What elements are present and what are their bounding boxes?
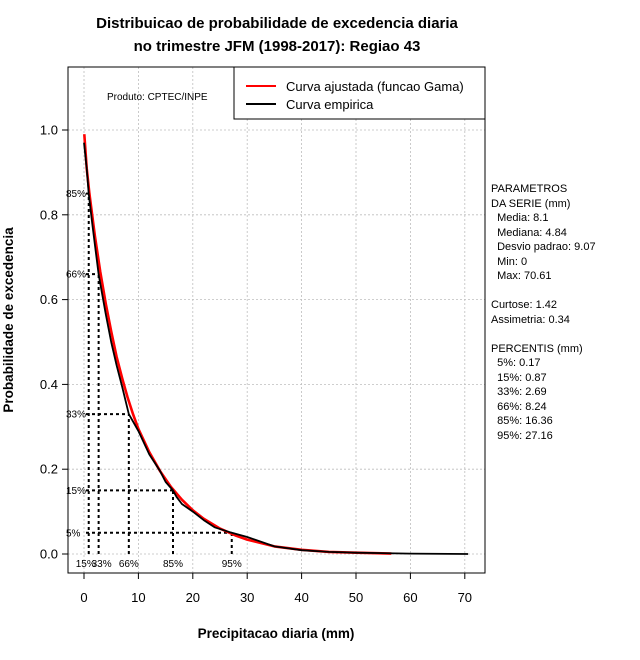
y-tick-label: 1.0	[40, 123, 58, 138]
axis-ticks: 0 10 20 30 40 50 60 70 0.0 0.2 0.4 0.6 0.8 1.0	[40, 123, 472, 606]
x-axis-label: Precipitacao diaria (mm)	[198, 626, 355, 641]
side-panel-line: Curtose: 1.42	[491, 299, 557, 311]
percentile-x-label: 85%	[163, 559, 183, 570]
x-tick-label: 20	[186, 590, 200, 605]
side-panel: PARAMETROS DA SERIE (mm) Media: 8.1 Medi…	[491, 183, 596, 442]
side-panel-line: PERCENTIS (mm)	[491, 343, 583, 355]
legend-label-empirical: Curva empirica	[286, 97, 374, 112]
side-panel-line: Min: 0	[491, 256, 527, 268]
side-panel-line: PARAMETROS	[491, 183, 567, 195]
legend-box	[233, 66, 486, 120]
x-tick-label: 0	[80, 590, 87, 605]
legend: Curva ajustada (funcao Gama) Curva empir…	[233, 66, 486, 120]
percentile-x-label: 33%	[92, 559, 112, 570]
side-panel-line: 5%: 0.17	[491, 357, 541, 369]
percentile-y-label: 85%	[66, 189, 86, 200]
percentile-markers: 85% 15% 66% 33% 33% 66% 15% 85% 5% 95%	[66, 189, 242, 570]
side-panel-line: 95%: 27.16	[491, 430, 553, 442]
percentile-y-label: 33%	[66, 410, 86, 421]
side-panel-line: 85%: 16.36	[491, 415, 553, 427]
side-panel-line: 33%: 2.69	[491, 386, 547, 398]
product-note: Produto: CPTEC/INPE	[107, 92, 208, 103]
percentile-x-label: 95%	[222, 559, 242, 570]
y-tick-label: 0.0	[40, 547, 58, 562]
percentile-x-label: 15%	[76, 559, 96, 570]
x-tick-label: 70	[458, 590, 472, 605]
side-panel-line: Assimetria: 0.34	[491, 314, 570, 326]
legend-label-fitted: Curva ajustada (funcao Gama)	[286, 79, 464, 94]
grid-lines	[68, 67, 485, 573]
chart-title-line-1: Distribuicao de probabilidade de exceden…	[96, 15, 458, 32]
chart-title-line-2: no trimestre JFM (1998-2017): Regiao 43	[134, 38, 421, 55]
x-tick-label: 50	[349, 590, 363, 605]
series-lines	[83, 134, 469, 555]
percentile-y-label: 66%	[66, 270, 86, 281]
side-panel-line: Mediana: 4.84	[491, 227, 567, 239]
percentile-y-label: 5%	[66, 528, 81, 539]
empirical-curve	[83, 142, 469, 555]
y-tick-label: 0.8	[40, 207, 58, 222]
side-panel-line: Desvio padrao: 9.07	[491, 241, 596, 253]
x-tick-label: 40	[294, 590, 308, 605]
x-tick-label: 30	[240, 590, 254, 605]
side-panel-line: 66%: 8.24	[491, 401, 547, 413]
y-tick-label: 0.6	[40, 292, 58, 307]
percentile-x-label: 66%	[119, 559, 139, 570]
side-panel-line: Max: 70.61	[491, 270, 552, 282]
x-tick-label: 60	[403, 590, 417, 605]
y-tick-label: 0.4	[40, 377, 58, 392]
y-tick-label: 0.2	[40, 462, 58, 477]
side-panel-line: 15%: 0.87	[491, 372, 547, 384]
x-tick-label: 10	[131, 590, 145, 605]
side-panel-line: DA SERIE (mm)	[491, 198, 570, 210]
side-panel-line: Media: 8.1	[491, 212, 548, 224]
y-axis-label: Probabilidade de excedencia	[1, 227, 16, 413]
percentile-y-label: 15%	[66, 486, 86, 497]
